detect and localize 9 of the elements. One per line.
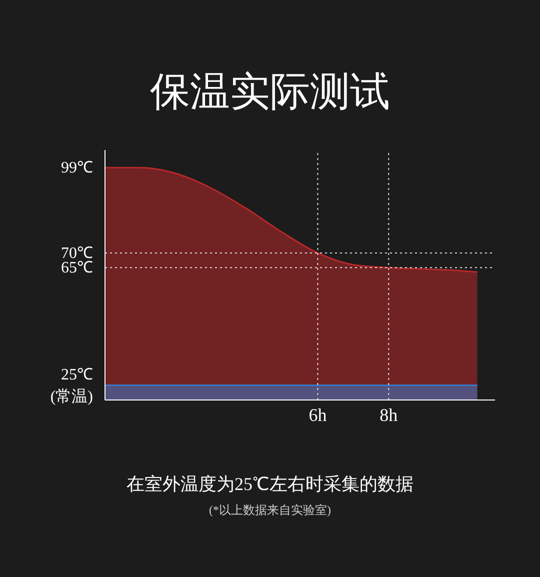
y-tick-label: 99℃ — [61, 160, 93, 177]
text: 在室外温度为25℃左右时采集的数据 — [126, 473, 414, 496]
y-tick-label: 65℃ — [61, 260, 93, 277]
x-tick-label: 6h — [308, 404, 327, 425]
text: (*以上数据来自实验室) — [208, 502, 332, 519]
y-tick-label: 70℃ — [61, 244, 93, 262]
chart-title: 保温实际测试 — [149, 68, 391, 116]
y-tick-label: 25℃ (常温) — [50, 366, 93, 406]
x-tick-label: 8h — [380, 404, 398, 425]
